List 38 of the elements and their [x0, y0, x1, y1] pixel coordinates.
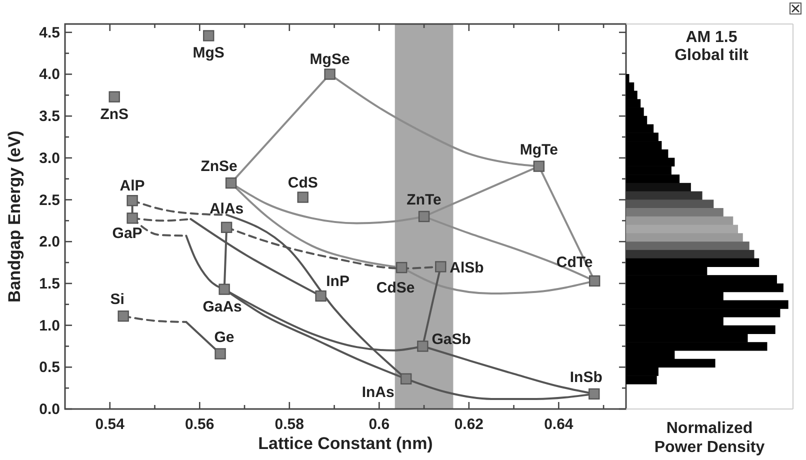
y-tick-label: 2.0 — [39, 234, 60, 251]
data-label: AlSb — [450, 260, 484, 277]
data-label: ZnTe — [406, 192, 442, 208]
data-label: ZnS — [100, 106, 129, 123]
data-label: InP — [326, 273, 350, 290]
y-tick-label: 3.0 — [39, 150, 60, 167]
chart-title: AM 1.5 Global tilt — [674, 29, 750, 64]
y-tick-label: 0.0 — [39, 401, 60, 418]
data-label: Ge — [214, 328, 234, 346]
data-label: InSb — [570, 368, 602, 386]
x-axis-title: Normalized Power Density — [654, 420, 765, 456]
y-tick-label: 4.0 — [39, 66, 60, 84]
data-label: AlP — [120, 178, 145, 195]
data-label: InAs — [362, 384, 394, 401]
x-tick-label: 0.54 — [95, 416, 126, 433]
data-label: GaAs — [202, 298, 242, 316]
y-tick-label: 4.5 — [39, 24, 60, 42]
x-tick-label: 0.56 — [185, 416, 214, 433]
data-label: MgTe — [520, 141, 558, 158]
x-tick-label: 0.64 — [544, 416, 574, 433]
y-tick-label: 1.0 — [39, 317, 60, 334]
y-tick-label: 1.5 — [39, 275, 60, 292]
y-axis-title: Bandgap Energy (eV) — [5, 130, 24, 302]
data-label: MgS — [192, 44, 224, 62]
x-tick-label: 0.6 — [368, 416, 390, 433]
data-label: MgSe — [310, 51, 350, 68]
data-label: AlAs — [209, 200, 244, 218]
x-axis-title: Lattice Constant (nm) — [258, 434, 433, 453]
y-tick-label: 3.5 — [39, 108, 60, 126]
x-tick-label: 0.58 — [274, 416, 304, 433]
data-label: GaP — [112, 225, 142, 242]
y-tick-label: 2.5 — [39, 192, 60, 209]
data-label: CdTe — [556, 254, 593, 271]
data-label: Si — [110, 291, 124, 308]
data-label: CdS — [288, 174, 318, 192]
data-label: ZnSe — [200, 158, 238, 176]
x-tick-label: 0.62 — [454, 416, 484, 433]
y-tick-label: 0.5 — [39, 359, 60, 376]
